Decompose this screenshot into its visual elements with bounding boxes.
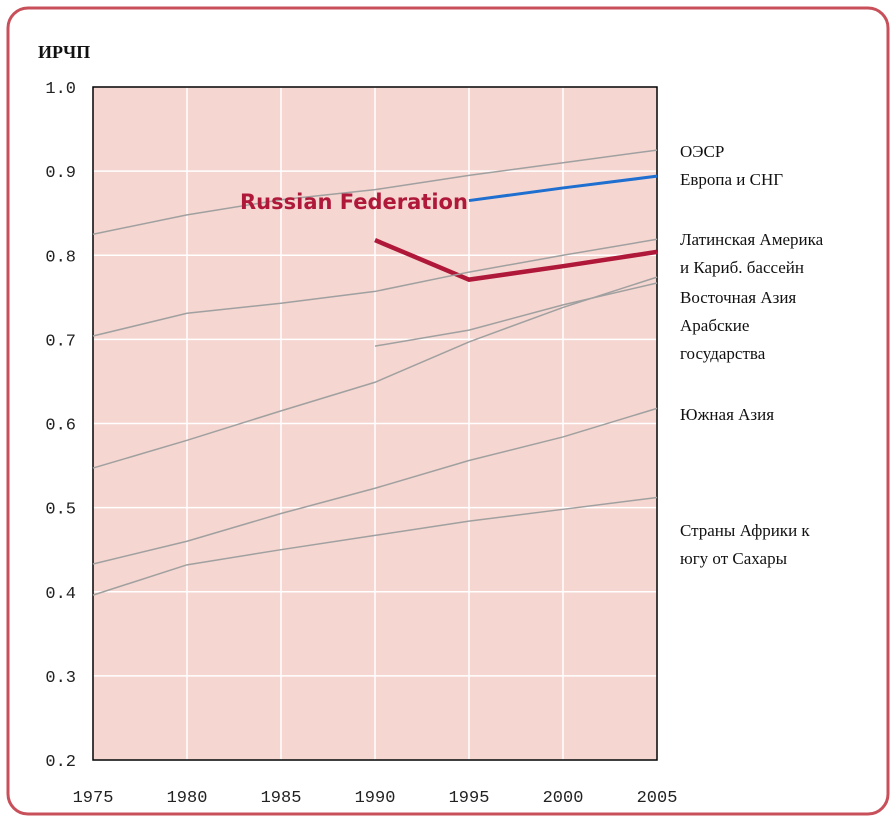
series-label: Восточная Азия xyxy=(680,288,797,307)
x-tick-label: 1985 xyxy=(261,789,302,808)
y-tick-label: 0.5 xyxy=(45,501,76,520)
y-tick-label: 0.8 xyxy=(45,248,76,267)
series-line xyxy=(92,149,658,235)
series-annotation: Russian Federation xyxy=(240,190,468,214)
y-tick-label: 1.0 xyxy=(45,80,76,99)
y-tick-label: 0.9 xyxy=(45,164,76,183)
y-tick-label: 0.6 xyxy=(45,417,76,436)
series-line xyxy=(92,238,658,337)
series-line xyxy=(374,282,658,347)
series-label: Латинская Америка и Кариб. бассейн xyxy=(680,230,824,277)
plot-border xyxy=(92,86,658,761)
series-line xyxy=(468,174,658,203)
series-line xyxy=(374,238,658,282)
series-label: Южная Азия xyxy=(680,405,775,424)
x-tick-label: 1995 xyxy=(449,789,490,808)
x-tick-label: 1980 xyxy=(167,789,208,808)
series-line xyxy=(92,496,658,596)
series-label: Страны Африки к югу от Сахары xyxy=(680,521,810,568)
y-tick-label: 0.7 xyxy=(45,332,76,351)
y-axis-label: ИРЧП xyxy=(38,42,90,62)
x-tick-label: 2000 xyxy=(543,789,584,808)
series-label: ОЭСР xyxy=(680,142,725,161)
x-tick-label: 1990 xyxy=(355,789,396,808)
y-tick-label: 0.2 xyxy=(45,753,76,772)
series-label: Арабские государства xyxy=(680,316,766,363)
y-tick-label: 0.3 xyxy=(45,669,76,688)
series-label: Европа и СНГ xyxy=(680,170,784,189)
series-line xyxy=(92,276,658,469)
x-tick-label: 2005 xyxy=(637,789,678,808)
y-tick-label: 0.4 xyxy=(45,585,76,604)
x-tick-label: 1975 xyxy=(73,789,114,808)
series-line xyxy=(92,407,658,565)
